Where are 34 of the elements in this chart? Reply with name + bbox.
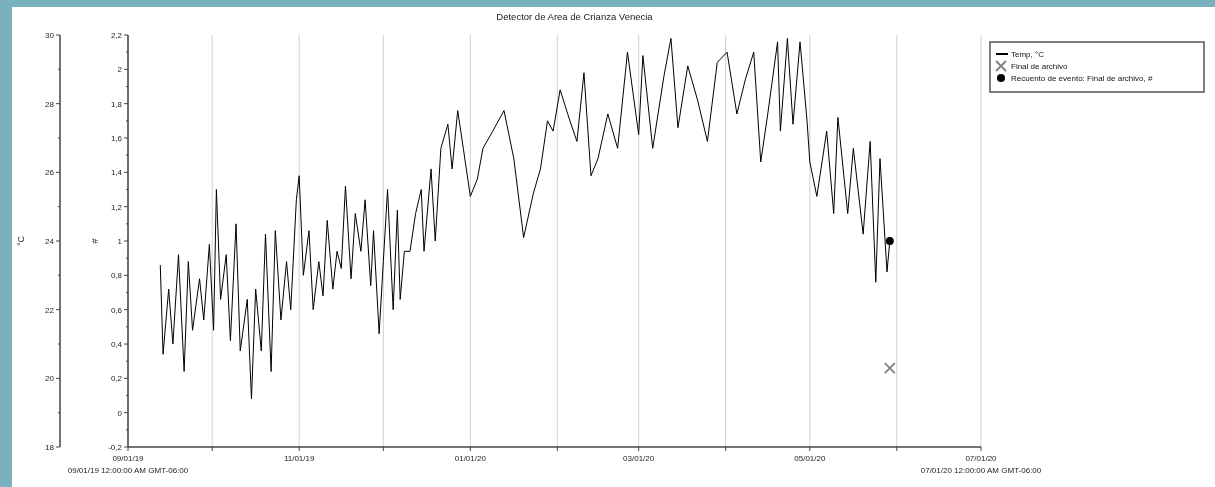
y-axis-title: °C: [16, 235, 26, 247]
x-tick-label: 03/01/20: [623, 454, 655, 463]
x-tick-label: 11/01/19: [283, 454, 315, 463]
y2-tick-label: -0,2: [108, 443, 123, 452]
y2-tick-label: 1,6: [110, 134, 123, 143]
x-tick-label: 09/01/19: [112, 454, 145, 463]
text: 07/01/20 12:00:00 AM GMT-06:00: [920, 466, 1042, 475]
y-tick-label: 18: [45, 443, 55, 452]
legend-label: Temp, °C: [1011, 50, 1045, 59]
y-tick-label: 22: [45, 305, 55, 315]
y2-tick-label: 1,2: [110, 202, 123, 212]
x-tick-label: 01/01/20: [454, 454, 487, 463]
y2-tick-label: 1,4: [110, 168, 123, 178]
y2-tick-label: 0,2: [110, 374, 123, 384]
y2-tick-label: 0,8: [110, 271, 123, 281]
y2-tick-label: 0: [117, 408, 123, 418]
text: 09/01/19 12:00:00 AM GMT-06:00: [67, 466, 189, 475]
y2-tick-label: 0,6: [110, 305, 123, 315]
legend-label: Final de archivo: [1011, 62, 1069, 71]
y2-axis-title: #: [90, 238, 100, 244]
x-tick-label: 05/01/20: [794, 454, 826, 463]
legend-label: Recuento de evento: Final de archivo, #: [1011, 74, 1153, 83]
y-tick-label: 24: [45, 237, 55, 246]
y-tick-label: 30: [45, 31, 55, 40]
y-tick-label: 20: [45, 374, 55, 384]
y2-tick-label: 0,4: [110, 340, 123, 349]
y2-tick-label: 2,2: [110, 31, 123, 40]
y-tick-label: 28: [45, 99, 55, 109]
y-tick-label: 26: [45, 168, 55, 178]
chart-title: Detector de Area de Crianza Venecia: [496, 11, 654, 22]
y2-tick-label: 1,8: [110, 99, 123, 109]
y2-tick-label: 2: [117, 65, 123, 75]
x-tick-label: 07/01/20: [965, 454, 998, 463]
y2-tick-label: 1: [117, 237, 123, 246]
